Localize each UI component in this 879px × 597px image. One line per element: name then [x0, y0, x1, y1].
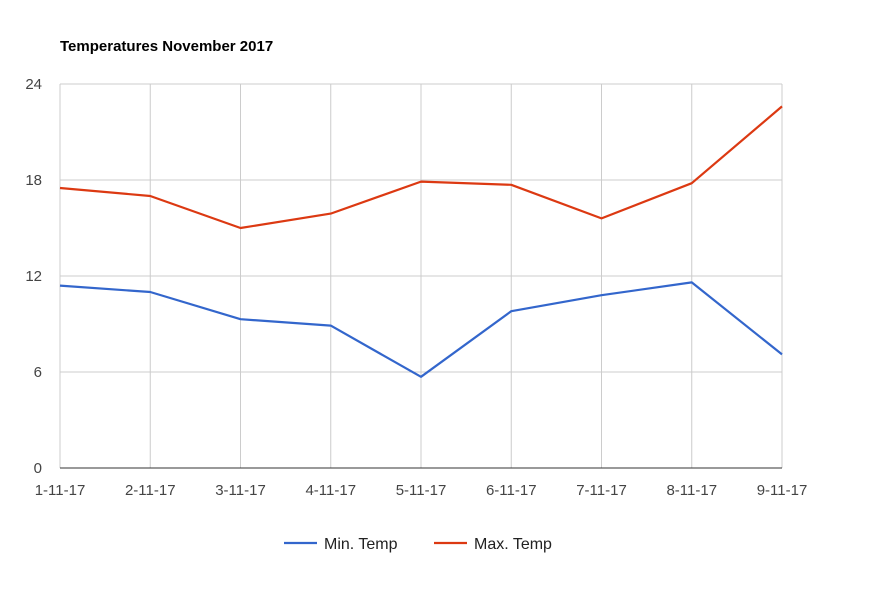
- data-point: [239, 317, 243, 321]
- data-point: [239, 226, 243, 230]
- data-point: [600, 293, 604, 297]
- data-point: [690, 280, 694, 284]
- data-point: [419, 180, 423, 184]
- x-tick-label: 1-11-17: [35, 482, 86, 499]
- y-tick-label: 24: [25, 76, 42, 93]
- x-tick-label: 6-11-17: [486, 482, 537, 499]
- data-point: [780, 104, 784, 108]
- series-line-max-temp: [59, 105, 783, 230]
- series-lines: [58, 104, 784, 379]
- data-point: [509, 309, 513, 313]
- legend-label: Max. Temp: [474, 536, 552, 553]
- x-tick-label: 4-11-17: [305, 482, 356, 499]
- data-point: [419, 375, 423, 379]
- y-tick-label: 18: [25, 172, 42, 189]
- y-tick-label: 6: [34, 364, 42, 381]
- data-point: [509, 183, 513, 187]
- x-tick-label: 2-11-17: [125, 482, 176, 499]
- x-axis-ticks: 1-11-17 2-11-17 3-11-17 4-11-17 5-11-17 6-11-…: [35, 482, 808, 499]
- data-point: [600, 216, 604, 220]
- x-tick-label: 5-11-17: [396, 482, 447, 499]
- x-tick-label: 8-11-17: [666, 482, 717, 499]
- data-point: [690, 181, 694, 185]
- data-point: [148, 290, 152, 294]
- y-tick-label: 12: [25, 268, 42, 285]
- x-tick-label: 7-11-17: [576, 482, 627, 499]
- legend: Min. Temp Max. Temp: [284, 536, 552, 553]
- grid: [59, 83, 783, 469]
- data-point: [329, 212, 333, 216]
- y-axis-ticks: 0 6 12 18 24: [25, 76, 42, 477]
- legend-label: Min. Temp: [324, 536, 398, 553]
- data-point: [780, 352, 784, 356]
- x-tick-label: 3-11-17: [215, 482, 266, 499]
- series-line-min-temp: [59, 281, 783, 378]
- data-point: [329, 324, 333, 328]
- data-point: [58, 284, 62, 288]
- x-tick-label: 9-11-17: [757, 482, 808, 499]
- data-point: [148, 194, 152, 198]
- y-tick-label: 0: [34, 460, 42, 477]
- chart-title: Temperatures November 2017: [60, 38, 273, 55]
- data-point: [58, 186, 62, 190]
